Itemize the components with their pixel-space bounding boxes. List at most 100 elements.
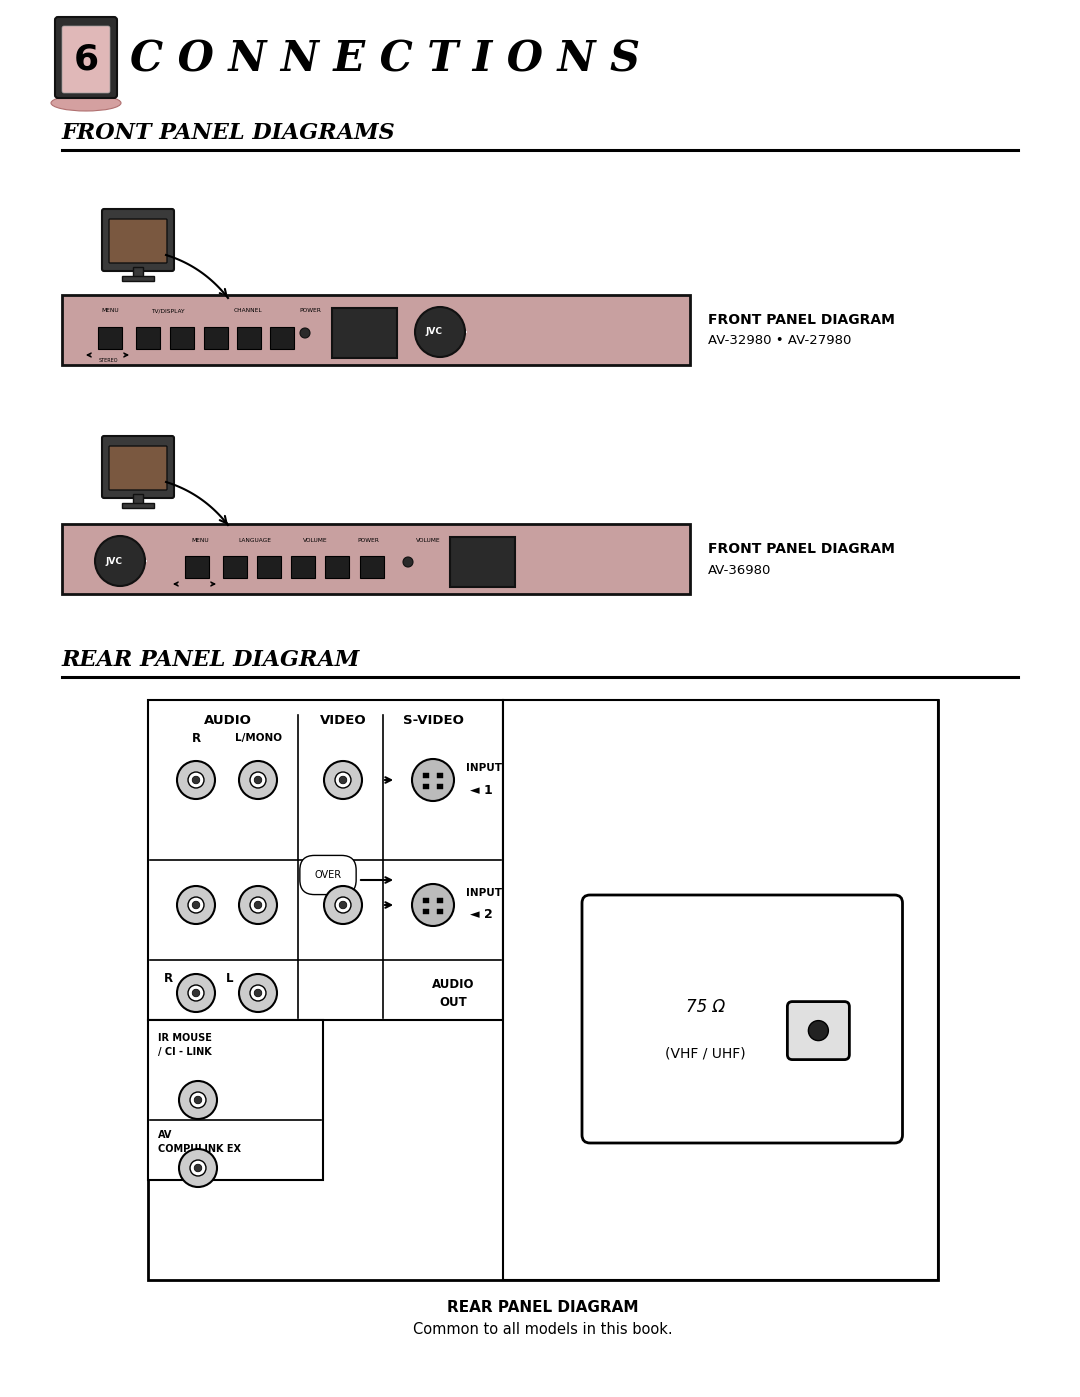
FancyBboxPatch shape xyxy=(582,895,903,1143)
Bar xyxy=(133,267,143,277)
Text: FRONT PANEL DIAGRAM: FRONT PANEL DIAGRAM xyxy=(708,313,895,327)
Text: (VHF / UHF): (VHF / UHF) xyxy=(665,1046,746,1060)
Text: VIDEO: VIDEO xyxy=(320,714,366,726)
Bar xyxy=(148,1020,323,1180)
Text: VOLUME: VOLUME xyxy=(302,538,327,542)
Circle shape xyxy=(254,989,261,997)
Bar xyxy=(450,536,515,587)
FancyBboxPatch shape xyxy=(102,210,174,271)
Circle shape xyxy=(251,897,266,914)
Text: S-VIDEO: S-VIDEO xyxy=(403,714,463,726)
Text: AV-36980: AV-36980 xyxy=(708,563,771,577)
Circle shape xyxy=(192,901,200,909)
FancyBboxPatch shape xyxy=(55,17,117,98)
Circle shape xyxy=(190,1160,206,1176)
Text: AV-32980 • AV-27980: AV-32980 • AV-27980 xyxy=(708,334,851,348)
Text: CHANNEL: CHANNEL xyxy=(233,309,262,313)
Circle shape xyxy=(254,777,261,784)
Circle shape xyxy=(251,773,266,788)
Circle shape xyxy=(177,974,215,1011)
Circle shape xyxy=(239,761,276,799)
Circle shape xyxy=(411,884,454,926)
Circle shape xyxy=(239,974,276,1011)
Circle shape xyxy=(179,1081,217,1119)
Text: 6: 6 xyxy=(73,42,98,75)
Circle shape xyxy=(177,761,215,799)
Circle shape xyxy=(188,985,204,1002)
Text: IR MOUSE: IR MOUSE xyxy=(158,1032,212,1044)
Text: ON TIMER: ON TIMER xyxy=(353,309,382,313)
Bar xyxy=(122,277,154,281)
Text: INPUT: INPUT xyxy=(465,763,502,773)
Circle shape xyxy=(254,901,261,909)
Bar xyxy=(122,503,154,509)
Circle shape xyxy=(324,886,362,923)
Text: AUDIO: AUDIO xyxy=(432,978,474,992)
Text: R: R xyxy=(191,732,201,745)
Circle shape xyxy=(339,901,347,909)
Bar xyxy=(437,898,443,902)
Ellipse shape xyxy=(51,95,121,110)
FancyBboxPatch shape xyxy=(62,27,110,94)
Text: JVC: JVC xyxy=(106,556,122,566)
FancyBboxPatch shape xyxy=(109,446,167,490)
Circle shape xyxy=(194,1097,202,1104)
Circle shape xyxy=(177,886,215,923)
Text: L/MONO: L/MONO xyxy=(234,733,282,743)
Bar xyxy=(332,307,397,358)
Text: Common to all models in this book.: Common to all models in this book. xyxy=(414,1323,673,1337)
Bar xyxy=(360,556,384,578)
Bar xyxy=(257,556,281,578)
Circle shape xyxy=(190,1092,206,1108)
Bar xyxy=(62,295,690,365)
Circle shape xyxy=(324,761,362,799)
Bar xyxy=(237,327,261,349)
Text: ◄ 1: ◄ 1 xyxy=(470,784,492,796)
FancyBboxPatch shape xyxy=(109,219,167,263)
FancyBboxPatch shape xyxy=(102,436,174,497)
Bar xyxy=(503,700,939,1280)
Text: C O N N E C T I O N S: C O N N E C T I O N S xyxy=(130,38,640,80)
Text: L: L xyxy=(226,971,233,985)
Text: 75 Ω: 75 Ω xyxy=(686,999,726,1017)
Text: POWER: POWER xyxy=(357,538,379,542)
Bar xyxy=(437,909,443,914)
Text: MENU: MENU xyxy=(191,538,208,542)
Text: REAR PANEL DIAGRAM: REAR PANEL DIAGRAM xyxy=(447,1301,638,1316)
Text: POWER: POWER xyxy=(299,309,321,313)
Circle shape xyxy=(335,897,351,914)
Text: AUDIO: AUDIO xyxy=(204,714,252,726)
Bar xyxy=(270,327,294,349)
Circle shape xyxy=(192,777,200,784)
Circle shape xyxy=(188,773,204,788)
Text: FRONT PANEL DIAGRAM: FRONT PANEL DIAGRAM xyxy=(708,542,895,556)
Circle shape xyxy=(300,328,310,338)
Bar xyxy=(423,898,429,902)
Text: OUT: OUT xyxy=(440,996,467,1010)
Bar xyxy=(423,909,429,914)
Bar xyxy=(133,495,143,504)
Bar xyxy=(222,556,247,578)
Text: AV: AV xyxy=(158,1130,173,1140)
Circle shape xyxy=(415,307,465,358)
FancyBboxPatch shape xyxy=(787,1002,849,1059)
Text: JVC: JVC xyxy=(426,327,443,337)
Circle shape xyxy=(251,985,266,1002)
Circle shape xyxy=(411,759,454,800)
Bar xyxy=(291,556,315,578)
Bar xyxy=(136,327,160,349)
Bar xyxy=(185,556,210,578)
Circle shape xyxy=(192,989,200,997)
Text: LANGUAGE: LANGUAGE xyxy=(239,538,271,542)
Text: / CI - LINK: / CI - LINK xyxy=(158,1046,212,1058)
Circle shape xyxy=(194,1164,202,1172)
Bar xyxy=(148,700,503,1020)
Text: REAR PANEL DIAGRAM: REAR PANEL DIAGRAM xyxy=(62,650,361,671)
Text: COMPULINK EX: COMPULINK EX xyxy=(158,1144,241,1154)
Text: R: R xyxy=(163,971,173,985)
Text: MENU: MENU xyxy=(102,309,119,313)
Circle shape xyxy=(335,773,351,788)
Circle shape xyxy=(95,536,145,585)
Circle shape xyxy=(339,777,347,784)
Text: TV/DISPLAY: TV/DISPLAY xyxy=(151,309,185,313)
